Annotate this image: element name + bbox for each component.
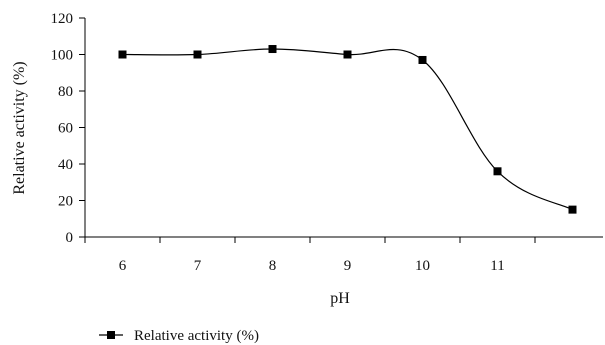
x-axis-title: pH (330, 290, 350, 307)
x-axis: 6 7 8 9 10 11 (84, 236, 603, 274)
data-point-marker (118, 50, 127, 59)
series-line (122, 48, 573, 211)
y-tick-label: 100 (51, 48, 74, 64)
data-point-marker (493, 167, 502, 176)
data-point-marker (568, 205, 577, 214)
data-point-marker (193, 50, 202, 59)
x-tick-label: 10 (415, 258, 430, 274)
x-tick-label: 6 (119, 258, 127, 274)
y-tick-label: 60 (58, 121, 73, 137)
data-point-marker (343, 50, 352, 59)
legend-label: Relative activity (%) (134, 328, 259, 344)
y-tick-label: 0 (66, 230, 74, 246)
x-tick-label: 7 (194, 258, 202, 274)
y-tick-label: 80 (58, 84, 73, 100)
y-axis: 0 20 40 60 80 100 120 (51, 11, 86, 246)
legend: Relative activity (%) (99, 328, 259, 344)
x-tick-label: 11 (490, 258, 504, 274)
y-axis-title: Relative activity (%) (11, 61, 28, 194)
x-tick-label: 8 (269, 258, 277, 274)
legend-marker (107, 331, 115, 339)
y-tick-label: 40 (58, 157, 73, 173)
data-point-marker (418, 55, 427, 64)
y-tick-label: 120 (51, 11, 74, 27)
y-tick-label: 20 (58, 194, 73, 210)
series-layer (118, 45, 577, 214)
data-point-marker (268, 45, 277, 54)
x-tick-label: 9 (344, 258, 352, 274)
